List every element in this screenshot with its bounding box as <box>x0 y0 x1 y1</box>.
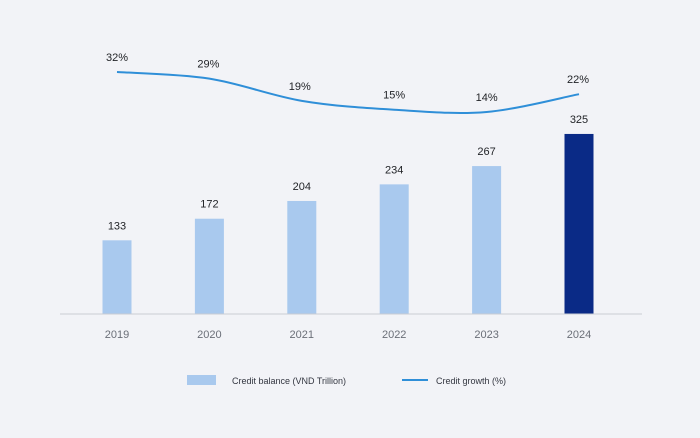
growth-label-2022: 15% <box>383 90 405 102</box>
legend-swatch-credit-balance <box>187 375 216 385</box>
x-tick-label-2021: 2021 <box>290 329 314 341</box>
x-tick-label-2023: 2023 <box>474 329 498 341</box>
bar-2023 <box>472 166 502 314</box>
bar-2022 <box>379 184 409 314</box>
bar-value-label-2024: 325 <box>570 114 588 126</box>
credit-growth-line <box>116 71 580 114</box>
growth-label-2024: 22% <box>567 74 589 86</box>
bar-label-group: 133 172 204 234 267 325 <box>108 114 588 232</box>
bar-2024 <box>564 133 594 314</box>
bar-2019 <box>102 240 132 314</box>
line-label-group: 32% 29% 19% 15% 14% 22% <box>106 52 589 104</box>
bar-2020 <box>194 218 224 314</box>
bar-value-label-2022: 234 <box>385 164 403 176</box>
growth-label-2020: 29% <box>197 59 219 71</box>
growth-label-2019: 32% <box>106 52 128 64</box>
bar-value-label-2023: 267 <box>477 146 495 158</box>
growth-label-2023: 14% <box>476 92 498 104</box>
x-tick-group: 2019 2020 2021 2022 2023 2024 <box>105 329 591 341</box>
x-tick-label-2019: 2019 <box>105 329 129 341</box>
x-tick-label-2024: 2024 <box>567 329 591 341</box>
x-tick-label-2020: 2020 <box>197 329 221 341</box>
legend-label-credit-growth: Credit growth (%) <box>436 376 506 386</box>
growth-label-2021: 19% <box>289 81 311 93</box>
bar-value-label-2020: 172 <box>200 199 218 211</box>
bar-group <box>102 133 594 314</box>
x-tick-label-2022: 2022 <box>382 329 406 341</box>
bar-value-label-2021: 204 <box>293 181 311 193</box>
legend: Credit balance (VND Trillion) Credit gro… <box>187 375 506 386</box>
legend-label-credit-balance: Credit balance (VND Trillion) <box>232 376 346 386</box>
bar-2021 <box>287 200 317 314</box>
bar-value-label-2019: 133 <box>108 220 126 232</box>
